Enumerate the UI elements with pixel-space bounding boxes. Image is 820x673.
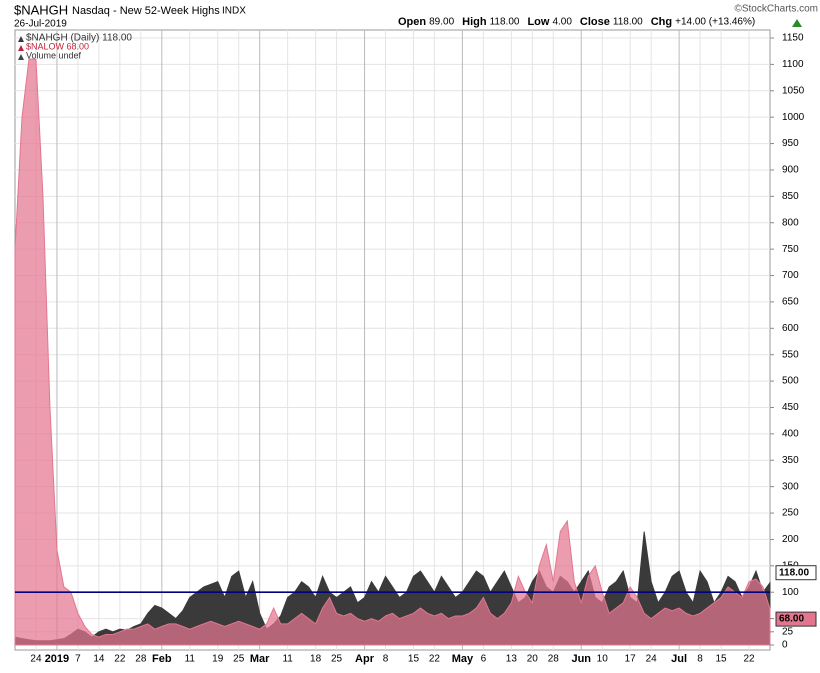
y-tick-label: 700 [782,270,799,281]
x-tick-label: Jun [571,653,591,665]
x-tick-label: 19 [212,654,224,665]
x-tick-label: Jul [671,653,687,665]
last-value-label: 118.00 [779,567,809,578]
y-tick-label: 850 [782,191,799,202]
legend-icon [18,36,24,42]
y-tick-label: 100 [782,587,799,598]
y-tick-label: 200 [782,534,799,545]
y-tick-label: 750 [782,244,799,255]
x-tick-label: May [452,653,474,665]
ohlc-label: Close [580,16,610,28]
x-tick-label: 22 [743,654,755,665]
ohlc-value: 118.00 [613,17,643,28]
y-tick-label: 300 [782,481,799,492]
x-tick-label: 8 [383,654,389,665]
x-tick-label: 15 [408,654,420,665]
x-tick-label: 6 [481,654,487,665]
index-name: Nasdaq - New 52-Week Highs [72,5,220,17]
x-tick-label: Apr [355,653,375,665]
y-tick-label: 500 [782,376,799,387]
y-tick-label: 650 [782,297,799,308]
x-tick-label: 18 [310,654,322,665]
x-tick-label: 7 [75,654,81,665]
x-tick-label: 13 [506,654,518,665]
ohlc-label: High [462,16,487,28]
legend-icon [18,45,24,51]
x-tick-label: Mar [250,653,270,665]
y-tick-label: 1100 [782,59,804,70]
x-tick-label: Feb [152,653,172,665]
y-tick-label: 450 [782,402,799,413]
x-tick-label: 11 [185,654,196,665]
legend-entry: $NALOW 68.00 [26,41,89,51]
x-tick-label: 15 [716,654,728,665]
ohlc-value: +14.00 (+13.46%) [675,17,755,28]
x-tick-label: 28 [548,654,560,665]
last-value-label: 68.00 [779,614,804,625]
x-tick-label: 28 [135,654,147,665]
ohlc-value: 118.00 [490,17,520,28]
x-tick-label: 2019 [45,653,69,665]
x-tick-label: 11 [282,654,293,665]
ohlc-value: 4.00 [552,17,572,28]
y-tick-label: 400 [782,429,799,440]
x-tick-label: 8 [697,654,703,665]
y-tick-label: 1150 [782,33,804,44]
grid [15,30,770,650]
exchange: INDX [222,6,246,17]
date: 26-Jul-2019 [14,19,67,30]
ohlc-label: Low [527,16,549,28]
legend: $NAHGH (Daily) 118.00$NALOW 68.00Volume … [18,33,132,60]
x-tick-label: 24 [646,654,658,665]
legend-entry: $NAHGH (Daily) 118.00 [26,33,132,44]
x-tick-label: 17 [625,654,637,665]
brand: ©StockCharts.com [734,4,818,15]
x-tick-label: 22 [114,654,126,665]
x-tick-label: 22 [429,654,441,665]
x-tick-label: 14 [93,654,105,665]
ohlc-label: Open [398,16,426,28]
x-tick-label: 25 [233,654,245,665]
y-tick-label: 800 [782,217,799,228]
ohlc: Open 89.00 High 118.00 Low 4.00 Close 118.00 Chg… [398,16,755,28]
y-tick-label: 950 [782,138,799,149]
legend-entry: Volume undef [26,50,82,60]
x-tick-label: 20 [527,654,539,665]
y-tick-label: 25 [782,626,794,637]
ohlc-label: Chg [651,16,672,28]
x-tick-label: 25 [331,654,343,665]
y-tick-label: 0 [782,640,788,651]
area-series [14,58,771,646]
y-tick-label: 1050 [782,85,805,96]
x-tick-label: 24 [30,654,42,665]
plot-frame [14,29,771,651]
y-tick-label: 550 [782,349,799,360]
y-tick-label: 900 [782,165,799,176]
up-arrow [792,19,802,27]
last-value-box [775,611,817,627]
symbol: $NAHGH [14,2,68,17]
y-tick-label: 250 [782,508,799,519]
last-value-box [775,565,817,581]
y-tick-label: 600 [782,323,799,334]
ohlc-value: 89.00 [429,17,454,28]
x-tick-label: 10 [597,654,609,665]
y-tick-label: 1000 [782,112,805,123]
y-tick-label: 350 [782,455,799,466]
legend-icon [18,54,24,60]
